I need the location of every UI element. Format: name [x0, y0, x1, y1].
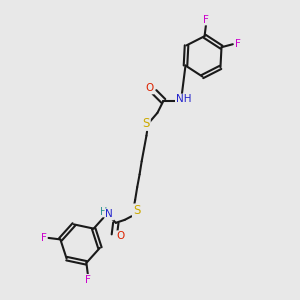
- Text: N: N: [105, 209, 113, 220]
- Text: F: F: [235, 39, 241, 49]
- Text: O: O: [146, 83, 154, 94]
- Text: NH: NH: [176, 94, 191, 104]
- Text: O: O: [117, 231, 125, 241]
- Text: F: F: [203, 14, 209, 25]
- Text: S: S: [133, 204, 140, 218]
- Text: F: F: [85, 275, 91, 285]
- Text: F: F: [40, 233, 46, 243]
- Text: H: H: [100, 206, 107, 217]
- Text: S: S: [142, 117, 150, 130]
